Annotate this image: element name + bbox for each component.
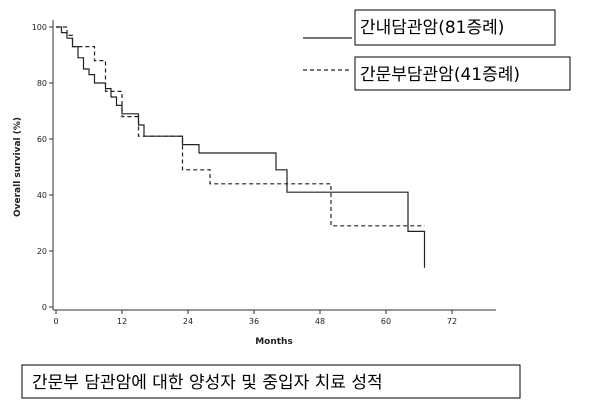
- y-tick-label: 100: [32, 23, 47, 32]
- y-tick-label: 0: [42, 303, 47, 312]
- x-axis-title: Months: [255, 337, 293, 347]
- survival-curve: [56, 26, 426, 268]
- legend-label: 간문부담관암(41증례): [360, 65, 520, 85]
- survival-curve: [56, 26, 425, 227]
- y-tick-label: 80: [37, 79, 47, 88]
- x-tick-label: 36: [249, 317, 259, 326]
- y-tick-label: 60: [37, 135, 47, 144]
- legend-label: 간내담관암(81증례): [360, 18, 504, 38]
- y-tick-label: 20: [37, 247, 47, 256]
- legend-box: [354, 9, 556, 46]
- x-tick-label: 48: [315, 317, 325, 326]
- x-tick-label: 72: [447, 317, 457, 326]
- legend-box: [354, 56, 571, 91]
- y-axis-title: Overall survival (%): [13, 117, 23, 217]
- x-tick-label: 24: [183, 317, 193, 326]
- x-tick-label: 60: [381, 317, 391, 326]
- caption-box: [21, 364, 521, 399]
- x-tick-label: 0: [53, 317, 58, 326]
- x-tick-label: 12: [117, 317, 127, 326]
- caption: 간문부 담관암에 대한 양성자 및 중입자 치료 성적: [32, 373, 383, 393]
- y-tick-label: 40: [37, 191, 47, 200]
